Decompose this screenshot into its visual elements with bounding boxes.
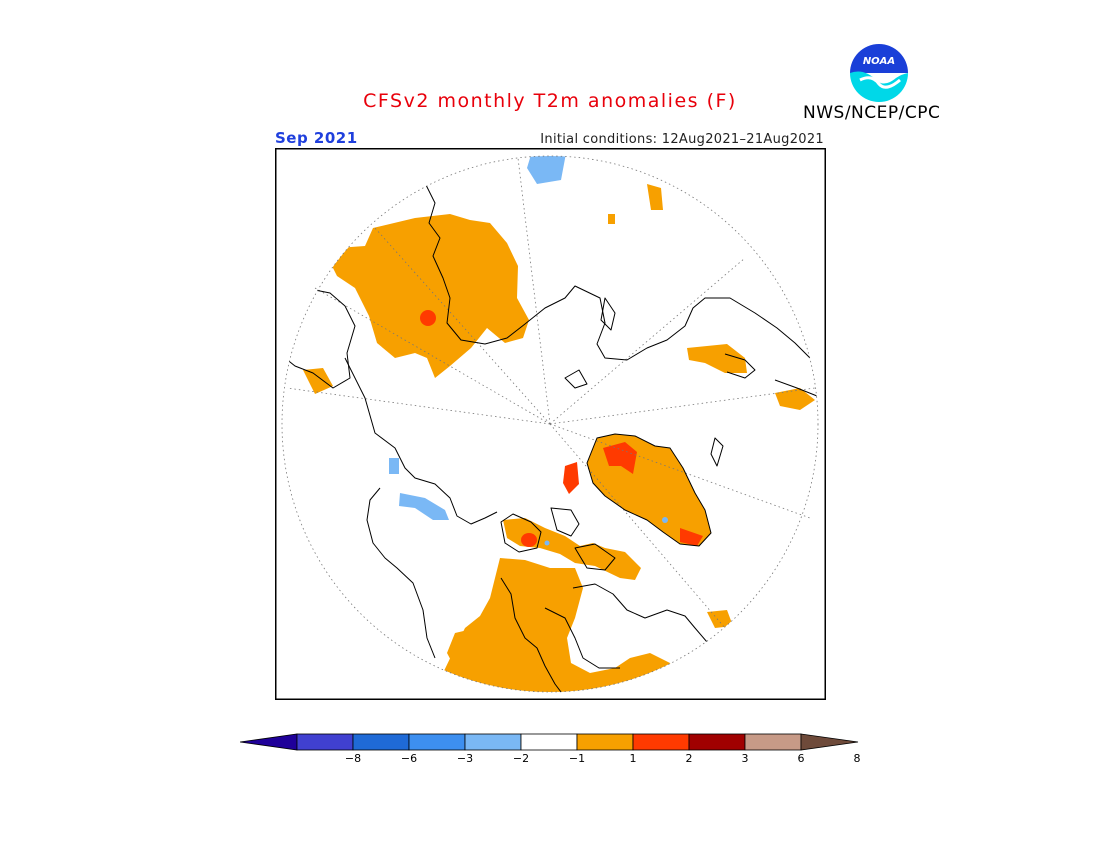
polar-anomaly-map	[275, 148, 826, 700]
legend-tick-label: 3	[741, 752, 749, 765]
legend-tick-label: 6	[797, 752, 805, 765]
map-graticule	[281, 155, 819, 693]
anomaly-warm-canada-arctic	[687, 344, 747, 373]
anomaly-cool-europe	[544, 540, 550, 546]
legend-tick-label: −1	[568, 752, 586, 765]
anomaly-cool-north-pacific	[527, 156, 567, 184]
anomaly-warm-archipelago	[503, 518, 641, 580]
legend-tick-label: −2	[512, 752, 530, 765]
legend-swatch-max	[800, 733, 859, 751]
map-coastlines	[284, 182, 818, 692]
legend-tick-label: 8	[853, 752, 861, 765]
legend-swatch	[352, 733, 410, 751]
legend-swatch	[688, 733, 746, 751]
legend-tick-label: −8	[344, 752, 362, 765]
legend-tick-label: 2	[685, 752, 693, 765]
legend-tick-label: −6	[400, 752, 418, 765]
anomaly-hot-archipelago	[521, 533, 537, 547]
anomaly-hot-siberia	[420, 310, 436, 326]
legend-swatch	[520, 733, 578, 751]
noaa-logo: NOAA	[846, 40, 912, 106]
legend-tick-label: 1	[629, 752, 637, 765]
legend-tick-label: −3	[456, 752, 474, 765]
legend-swatch	[296, 733, 354, 751]
anomaly-cool-bering	[389, 458, 399, 474]
noaa-logo-text: NOAA	[863, 56, 895, 67]
anomaly-warm-eurasia-right	[775, 388, 815, 410]
agency-label: NWS/NCEP/CPC	[803, 103, 941, 123]
anomaly-warm-europe-west	[447, 626, 495, 678]
chart-title: CFSv2 monthly T2m anomalies (F)	[363, 90, 737, 112]
legend-swatch	[744, 733, 802, 751]
anomaly-warm-ural	[303, 368, 333, 394]
anomaly-cool-alaska	[399, 493, 449, 520]
anomaly-hot-greenland	[603, 442, 637, 474]
legend-swatch	[576, 733, 634, 751]
legend-swatch-min	[239, 733, 298, 751]
initial-conditions: Initial conditions: 12Aug2021–21Aug2021	[540, 132, 824, 147]
anomaly-cool-greenland	[662, 517, 668, 523]
anomaly-warm-iceland	[707, 610, 733, 628]
anomaly-warm-europe	[435, 558, 685, 692]
legend-swatch	[464, 733, 522, 751]
forecast-month: Sep 2021	[275, 129, 358, 147]
anomaly-warm-siberia	[327, 214, 529, 378]
legend-swatch	[408, 733, 466, 751]
legend-swatch	[632, 733, 690, 751]
anomaly-warm-east-small	[647, 184, 663, 210]
anomaly-warm-east-dot	[608, 214, 615, 224]
anomaly-hot-greenland-south	[680, 528, 703, 546]
color-legend	[239, 733, 862, 751]
anomaly-hot-svalbard	[563, 462, 579, 494]
